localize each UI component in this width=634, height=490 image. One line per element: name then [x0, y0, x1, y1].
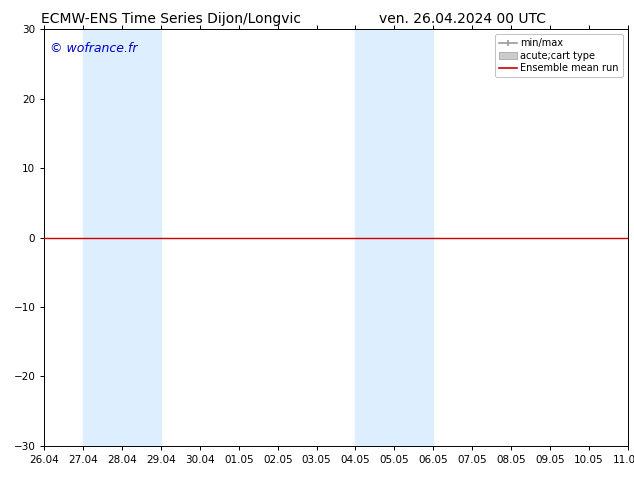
Bar [83, 29, 161, 446]
Legend: min/max, acute;cart type, Ensemble mean run: min/max, acute;cart type, Ensemble mean … [495, 34, 623, 77]
Text: © wofrance.fr: © wofrance.fr [50, 42, 138, 55]
Bar [356, 29, 433, 446]
Text: ECMW-ENS Time Series Dijon/Longvic: ECMW-ENS Time Series Dijon/Longvic [41, 12, 301, 26]
Text: ven. 26.04.2024 00 UTC: ven. 26.04.2024 00 UTC [379, 12, 547, 26]
